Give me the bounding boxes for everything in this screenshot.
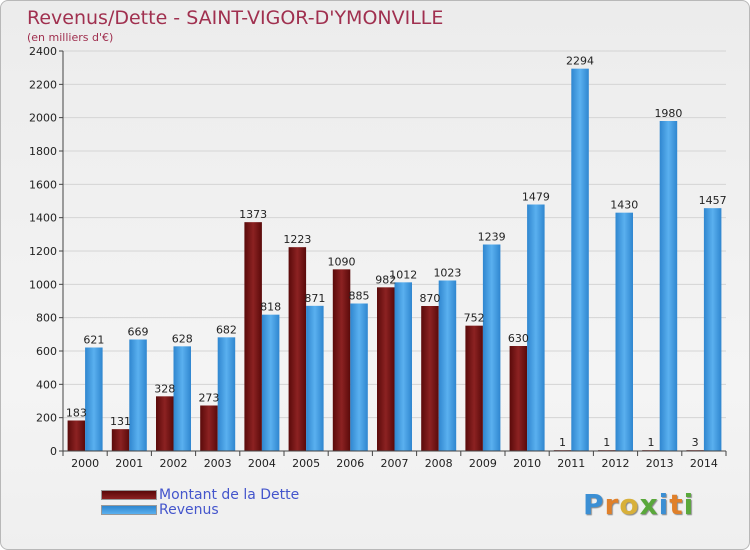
data-label-dette: 870	[419, 292, 440, 305]
legend-label-revenus: Revenus	[159, 501, 219, 518]
data-label-revenus: 669	[128, 326, 149, 339]
data-label-dette: 1	[603, 436, 610, 449]
data-label-revenus: 1479	[522, 191, 550, 204]
y-tick-label: 2000	[29, 112, 57, 125]
x-tick-label: 2014	[690, 457, 718, 470]
data-label-revenus: 621	[83, 334, 104, 347]
x-tick-label: 2003	[204, 457, 232, 470]
legend: Montant de la Dette Revenus	[101, 486, 300, 518]
data-label-revenus: 885	[349, 290, 370, 303]
y-tick-label: 800	[36, 312, 57, 325]
bar-revenus	[129, 339, 147, 451]
y-tick-label: 1600	[29, 178, 57, 191]
data-label-revenus: 1012	[389, 268, 417, 281]
legend-item-dette: Montant de la Dette	[101, 486, 300, 503]
legend-item-revenus: Revenus	[101, 501, 299, 518]
bar-revenus	[217, 337, 236, 451]
data-label-dette: 630	[508, 332, 529, 345]
data-label-dette: 752	[464, 312, 485, 325]
bar-revenus	[571, 68, 589, 452]
x-tick-label: 2008	[425, 457, 453, 470]
data-label-dette: 1223	[283, 233, 311, 246]
legend-swatch-dette	[101, 489, 157, 500]
data-label-dette: 3	[692, 436, 699, 449]
x-tick-label: 2002	[160, 457, 188, 470]
bar-dette	[288, 247, 307, 451]
bar-revenus	[703, 208, 722, 451]
data-label-revenus: 1023	[433, 267, 461, 280]
legend-swatch-revenus	[101, 504, 157, 515]
y-tick-label: 1200	[29, 245, 57, 258]
y-tick-label: 1000	[29, 278, 57, 291]
y-tick-label: 200	[36, 412, 57, 425]
bar-revenus	[261, 314, 280, 451]
bar-dette	[200, 405, 218, 451]
bar-revenus	[527, 204, 545, 451]
data-label-revenus: 682	[216, 323, 237, 336]
data-label-revenus: 818	[260, 301, 281, 314]
axes: 0 200 400 600 800 1000 1200 1400 1600 1800 2000 220…	[29, 45, 727, 470]
bar-revenus	[350, 303, 368, 451]
x-tick-label: 2010	[513, 457, 541, 470]
chart-title: Revenus/Dette - SAINT-VIGOR-D'YMONVILLE	[27, 7, 444, 29]
bar-revenus	[306, 305, 324, 451]
bars	[67, 68, 722, 452]
bar-dette	[67, 420, 86, 451]
bar-revenus	[438, 280, 457, 451]
data-label-revenus: 871	[304, 292, 325, 305]
bar-revenus	[85, 347, 103, 451]
x-tick-label: 2013	[646, 457, 674, 470]
y-tick-label: 2400	[29, 45, 57, 58]
bar-dette	[377, 287, 395, 451]
y-tick-label: 2200	[29, 78, 57, 91]
bar-dette	[421, 306, 439, 451]
y-tick-label: 0	[50, 445, 57, 458]
bar-dette	[156, 396, 174, 451]
data-label-revenus: 1430	[610, 199, 638, 212]
y-tick-label: 600	[36, 345, 57, 358]
data-label-dette: 1373	[239, 208, 267, 221]
y-tick-label: 1800	[29, 145, 57, 158]
x-tick-label: 2001	[115, 457, 143, 470]
data-label-dette: 1090	[328, 255, 356, 268]
bar-dette	[465, 325, 483, 451]
data-label-dette: 328	[154, 382, 175, 395]
data-label-revenus: 1980	[654, 107, 682, 120]
x-tick-label: 2009	[469, 457, 497, 470]
data-label-dette: 131	[110, 415, 131, 428]
x-tick-label: 2012	[602, 457, 630, 470]
legend-label-dette: Montant de la Dette	[159, 486, 300, 503]
x-tick-label: 2006	[336, 457, 364, 470]
x-tick-label: 2007	[381, 457, 409, 470]
data-label-dette: 273	[198, 392, 219, 405]
y-tick-label: 1400	[29, 212, 57, 225]
x-tick-label: 2005	[292, 457, 320, 470]
data-label-dette: 982	[375, 273, 396, 286]
bar-revenus	[394, 282, 412, 451]
data-label-dette: 183	[66, 407, 87, 420]
data-label-revenus: 1239	[478, 231, 506, 244]
data-label-dette: 1	[559, 436, 566, 449]
bar-revenus	[482, 244, 501, 451]
chart-subtitle: (en milliers d'€)	[27, 31, 114, 44]
data-label-revenus: 628	[172, 332, 193, 345]
proxiti-logo: Proxiti	[583, 488, 695, 521]
bar-dette	[111, 429, 130, 451]
bar-dette	[332, 269, 351, 451]
data-label-revenus: 1457	[699, 194, 727, 207]
data-label-revenus: 2294	[566, 55, 594, 68]
data-labels: 1836211316693286282736821373818122387110…	[66, 55, 727, 450]
bar-revenus	[173, 346, 191, 451]
bar-dette	[244, 222, 262, 451]
bar-revenus	[615, 212, 633, 451]
x-tick-label: 2000	[71, 457, 99, 470]
y-tick-label: 400	[36, 378, 57, 391]
x-tick-label: 2011	[557, 457, 585, 470]
bar-dette	[509, 346, 528, 451]
data-label-dette: 1	[647, 436, 654, 449]
bar-revenus	[659, 121, 678, 451]
x-tick-label: 2004	[248, 457, 276, 470]
